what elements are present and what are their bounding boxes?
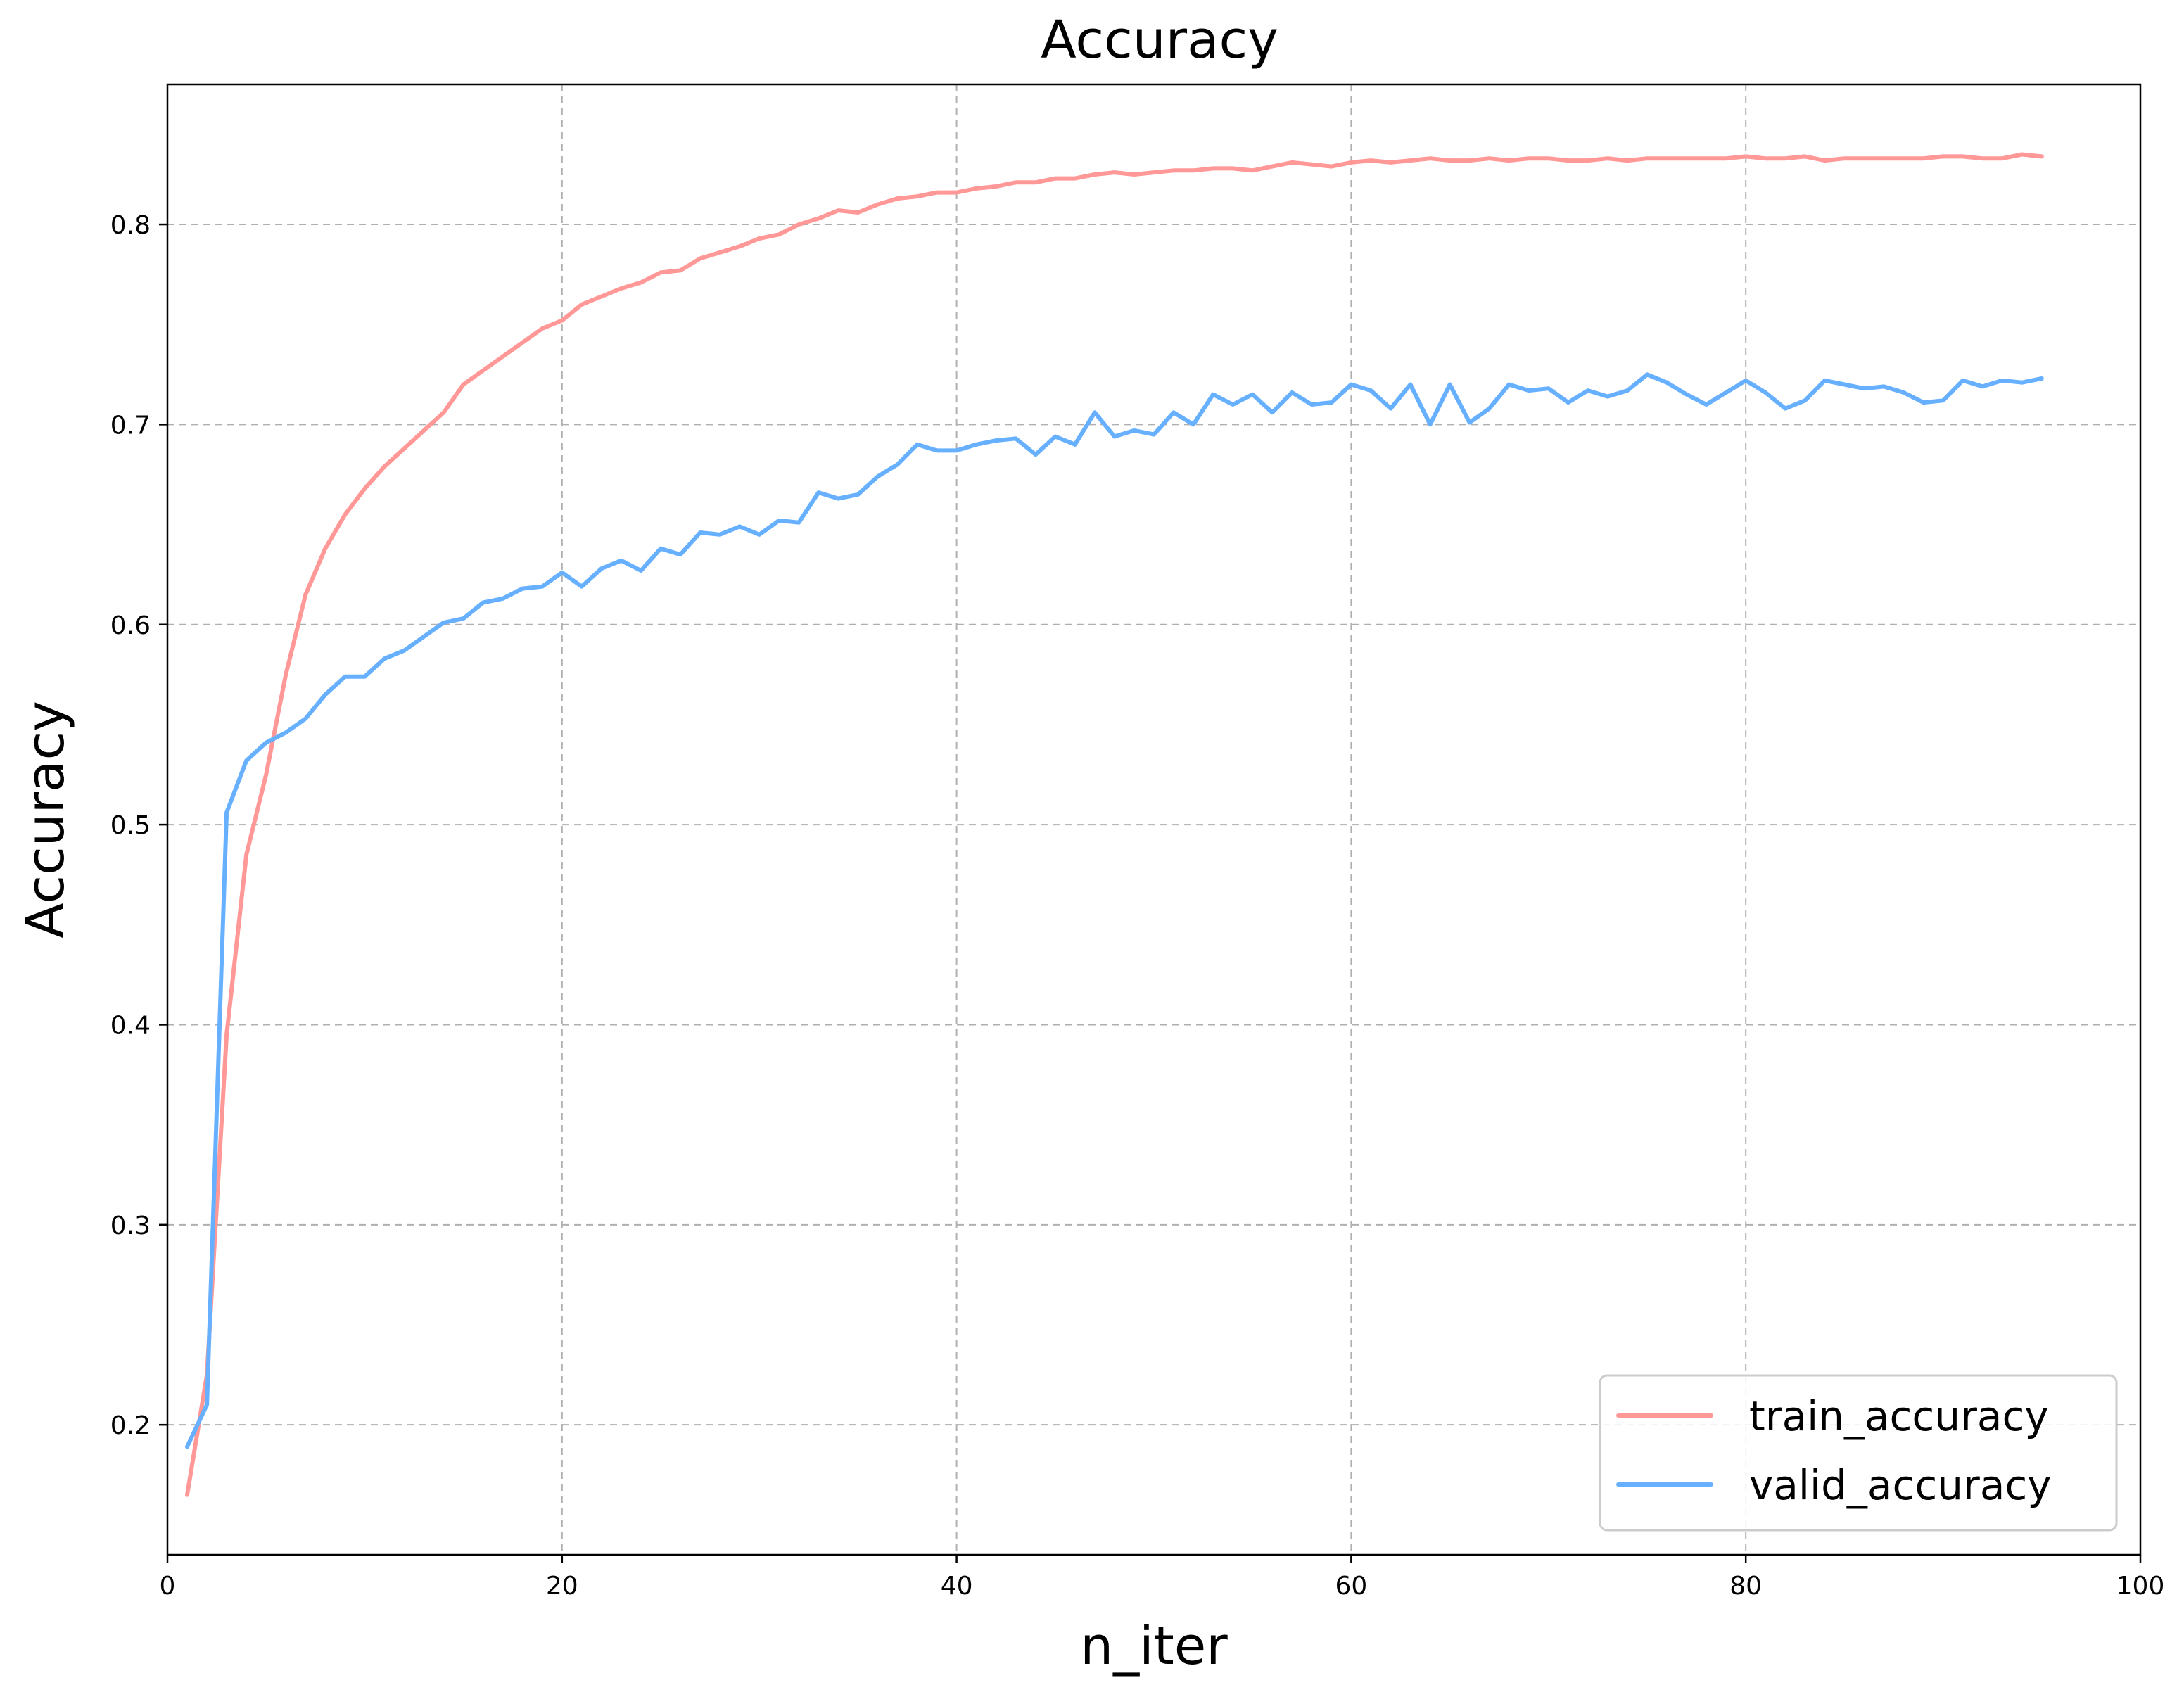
y-tick-label-0.2: 0.2 xyxy=(110,1411,151,1440)
x-axis-ticks: 0 20 40 60 80 100 xyxy=(160,1555,2165,1601)
y-tick-label-0.3: 0.3 xyxy=(110,1211,151,1240)
legend-label-valid: valid_accuracy xyxy=(1749,1461,2052,1509)
y-tick-label-0.5: 0.5 xyxy=(110,811,151,840)
legend-label-train: train_accuracy xyxy=(1749,1392,2049,1440)
legend-box xyxy=(1599,1374,2118,1532)
y-tick-label-0.8: 0.8 xyxy=(110,211,151,240)
x-tick-label-100: 100 xyxy=(2116,1572,2165,1601)
chart-title: Accuracy xyxy=(1041,10,1278,70)
y-tick-label-0.4: 0.4 xyxy=(110,1011,151,1040)
y-tick-label-0.6: 0.6 xyxy=(110,611,151,640)
x-tick-label-40: 40 xyxy=(941,1572,973,1601)
legend: train_accuracy valid_accuracy xyxy=(1599,1374,2118,1532)
x-tick-label-80: 80 xyxy=(1729,1572,1762,1601)
grid xyxy=(167,84,2140,1555)
plot-frame xyxy=(166,83,2142,1556)
y-tick-label-0.7: 0.7 xyxy=(110,411,151,440)
x-tick-label-20: 20 xyxy=(546,1572,578,1601)
series-line-train_accuracy xyxy=(185,152,2044,1497)
y-axis-ticks: 0.2 0.3 0.4 0.5 0.6 0.7 0.8 xyxy=(110,211,167,1440)
series-lines xyxy=(185,152,2044,1497)
x-tick-label-0: 0 xyxy=(160,1572,176,1601)
x-axis-title: n_iter xyxy=(1080,1616,1228,1677)
x-tick-label-60: 60 xyxy=(1335,1572,1367,1601)
series-line-valid_accuracy xyxy=(185,372,2044,1449)
y-axis-title: Accuracy xyxy=(15,701,76,939)
